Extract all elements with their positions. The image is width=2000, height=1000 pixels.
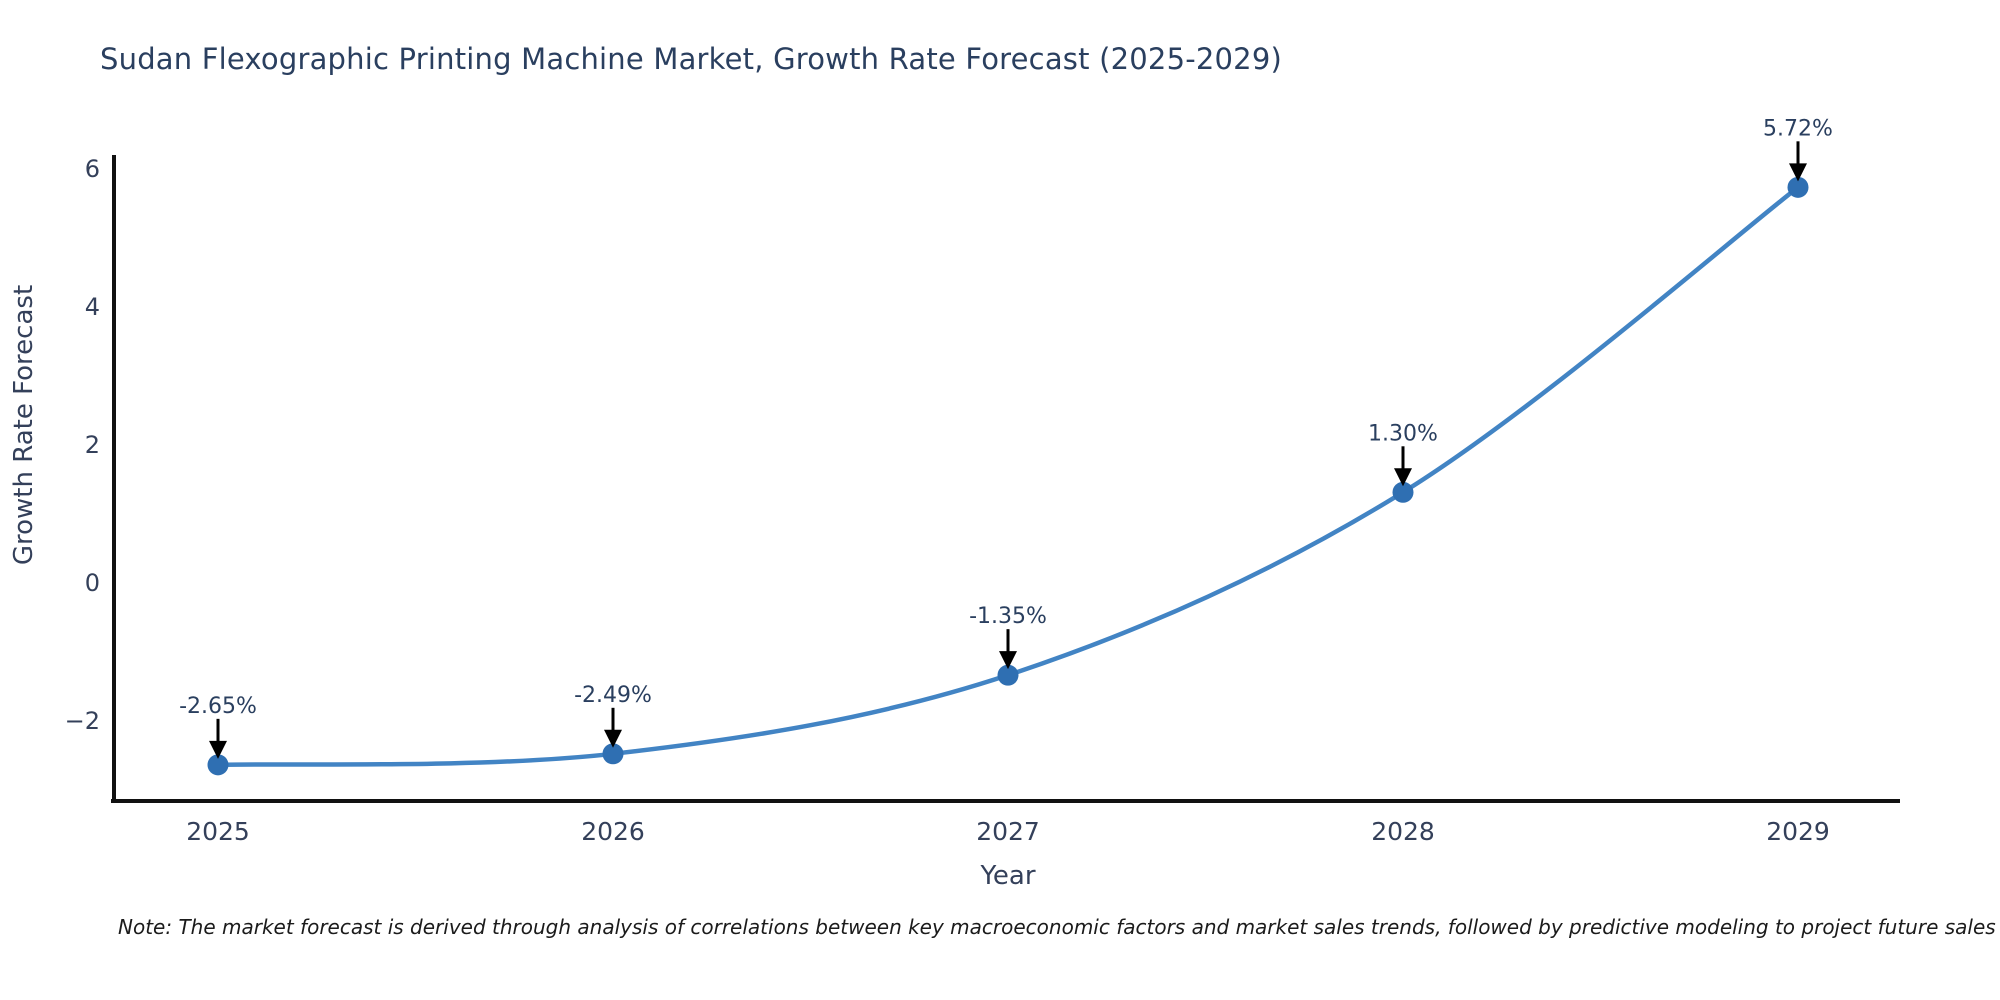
point-annotation: 1.30% (1368, 421, 1438, 446)
data-point (1787, 176, 1809, 198)
point-annotation: 5.72% (1763, 116, 1833, 141)
y-tick-label: 4 (85, 293, 100, 321)
y-axis-title: Growth Rate Forecast (9, 285, 39, 565)
point-annotation: -2.65% (179, 694, 257, 719)
x-axis-title: Year (979, 861, 1035, 891)
annotation-arrowhead (604, 729, 622, 748)
x-tick-label: 2029 (1766, 817, 1830, 846)
annotation-arrowhead (999, 651, 1017, 670)
point-annotation: -1.35% (969, 604, 1047, 629)
y-tick-label: 0 (85, 569, 100, 597)
annotation-arrowhead (1789, 163, 1807, 182)
annotation-arrowhead (1394, 468, 1412, 487)
x-tick-label: 2026 (581, 817, 645, 846)
data-point (1392, 481, 1414, 503)
chart-title: Sudan Flexographic Printing Machine Mark… (100, 42, 1282, 76)
point-annotation: -2.49% (574, 683, 652, 708)
methodology-note: Note: The market forecast is derived thr… (118, 915, 1996, 939)
y-tick-label: 6 (85, 155, 100, 183)
x-tick-label: 2027 (976, 817, 1040, 846)
y-tick-label: 2 (85, 431, 100, 459)
x-tick-label: 2025 (186, 817, 250, 846)
annotation-arrowhead (209, 740, 227, 759)
x-tick-label: 2028 (1371, 817, 1435, 846)
y-tick-label: −2 (65, 707, 100, 735)
data-point (207, 754, 229, 776)
data-point (602, 743, 624, 765)
data-point (997, 664, 1019, 686)
